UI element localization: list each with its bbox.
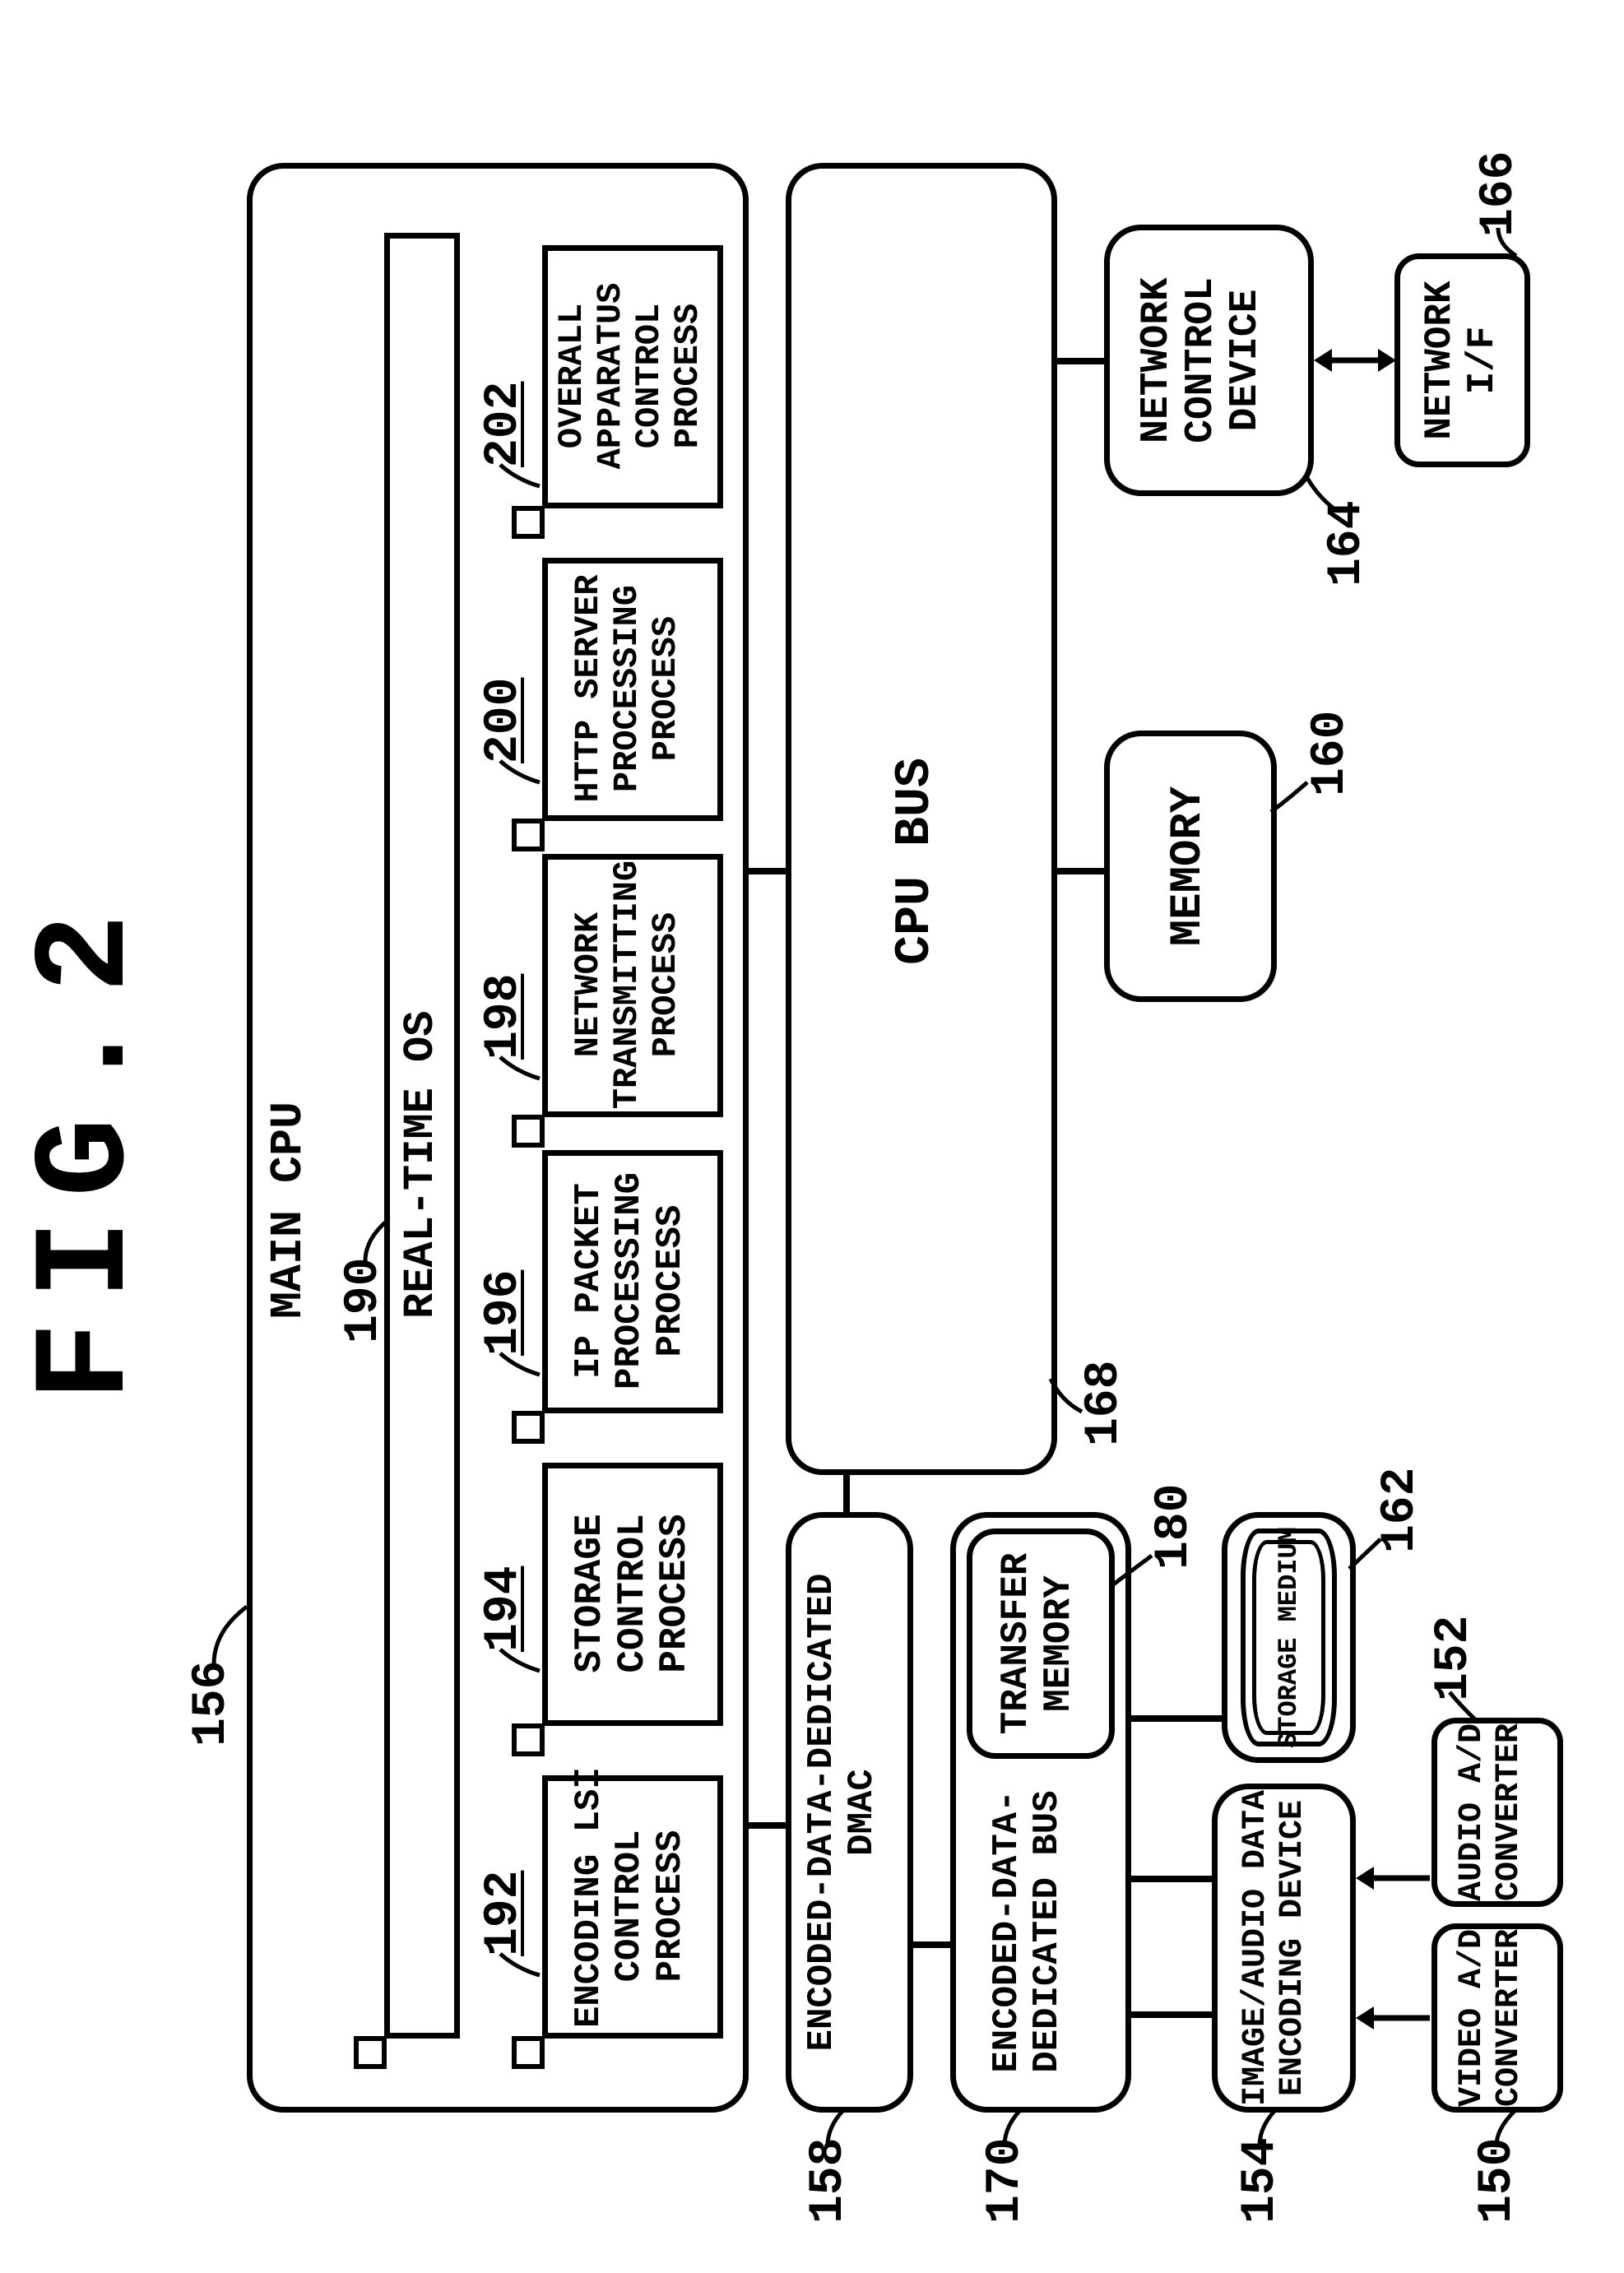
lead-168: [1049, 1372, 1086, 1413]
rtos-tab: [354, 2036, 387, 2069]
figure-title: FIG.2: [15, 891, 162, 1401]
ref-154: 154: [1234, 2138, 1288, 2224]
lead-166: [1493, 222, 1522, 259]
p200-label: HTTP SERVER PROCESSING PROCESS: [569, 562, 685, 815]
p198-tab: [512, 1115, 545, 1148]
line-cpu-dmac: [749, 1822, 788, 1829]
storage-cyl: STORAGE MEDIUM: [1241, 1528, 1337, 1746]
ref-150: 150: [1471, 2138, 1524, 2224]
line-dbus-enc2: [1131, 1876, 1213, 1882]
line-dmac-dbus: [913, 1941, 953, 1948]
line-cpu-cpubus: [749, 868, 788, 874]
vad-label: VIDEO A/D CONVERTER: [1455, 1923, 1529, 2113]
rtos-label: REAL-TIME OS: [397, 1011, 445, 1319]
p196-tab: [512, 1411, 545, 1444]
p202-label: OVERALL APPARATUS CONTROL PROCESS: [553, 254, 708, 498]
lead-164: [1304, 471, 1341, 513]
ref-164: 164: [1320, 501, 1374, 587]
ref-190: 190: [337, 1258, 391, 1343]
line-dbus-enc1: [1131, 2011, 1213, 2018]
main-cpu-label: MAIN CPU: [263, 1102, 314, 1319]
storage-label: STORAGE MEDIUM: [1274, 1527, 1304, 1748]
aad-label: AUDIO A/D CONVERTER: [1455, 1718, 1529, 1907]
p196-label: IP PACKET PROCESSING PROCESS: [569, 1159, 691, 1403]
arrow-net-if: [1314, 344, 1396, 377]
p192-tab: [512, 2036, 545, 2069]
netctrl-label: NETWORK CONTROL DEVICE: [1135, 225, 1268, 496]
tmem-label: TRANSFER MEMORY: [995, 1541, 1080, 1746]
lead-196: [500, 1335, 545, 1376]
lead-194: [500, 1631, 545, 1672]
p202-tab: [512, 506, 545, 539]
line-cpubus-mem: [1057, 868, 1107, 874]
line-dbus-storage: [1131, 1715, 1224, 1722]
lead-200: [500, 743, 545, 784]
ref-170: 170: [979, 2138, 1032, 2224]
cpubus-label: CPU BUS: [889, 758, 944, 965]
lead-162: [1349, 1533, 1386, 1574]
lead-192: [500, 1936, 545, 1977]
p200-tab: [512, 819, 545, 851]
line-dmac-cpubus: [843, 1473, 850, 1512]
p198-label: NETWORK TRANSMITTING PROCESS: [569, 856, 685, 1113]
ref-156: 156: [185, 1661, 239, 1746]
diagram-canvas: FIG.2 156 MAIN CPU 190 REAL-TIME OS 192 …: [0, 0, 1624, 2273]
netif-label: NETWORK I/F: [1419, 253, 1504, 467]
line-cpubus-net: [1057, 358, 1107, 364]
lead-202: [500, 447, 545, 488]
p192-label: ENCODING LSI CONTROL PROCESS: [569, 1784, 691, 2028]
lead-198: [500, 1039, 545, 1080]
lead-152: [1450, 1686, 1482, 1723]
memory-label: MEMORY: [1164, 731, 1213, 1002]
dmac-label: ENCODED-DATA-DEDICATED DMAC: [802, 1524, 884, 2100]
arrow-aad-enc: [1356, 1862, 1434, 1895]
p194-label: STORAGE CONTROL PROCESS: [569, 1472, 697, 1715]
arrow-vad-enc: [1356, 2002, 1434, 2034]
encdev-label: IMAGE/AUDIO DATA ENCODING DEVICE: [1238, 1784, 1312, 2113]
ref-158: 158: [802, 2138, 856, 2224]
dbus-label: ENCODED-DATA- DEDICATED BUS: [987, 1771, 1069, 2092]
lead-160: [1271, 776, 1312, 817]
lead-180: [1112, 1549, 1158, 1590]
p194-tab: [512, 1723, 545, 1756]
